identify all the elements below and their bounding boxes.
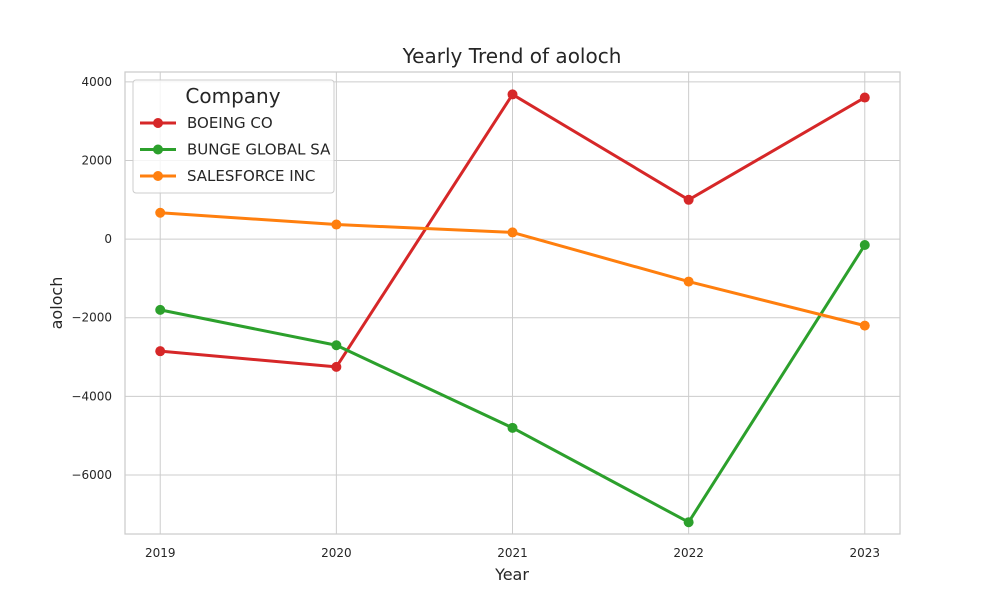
y-tick-label: −6000 xyxy=(71,468,112,482)
data-point xyxy=(507,422,518,433)
data-point xyxy=(331,219,342,230)
data-point xyxy=(507,89,518,100)
data-point xyxy=(683,517,694,528)
series-group xyxy=(155,89,870,372)
series-group xyxy=(155,207,870,331)
y-tick-label: 0 xyxy=(104,232,112,246)
x-tick-label: 2023 xyxy=(849,546,880,560)
x-axis-title: Year xyxy=(494,565,529,584)
data-point xyxy=(155,207,166,218)
data-point xyxy=(331,340,342,351)
data-point xyxy=(859,320,870,331)
grid xyxy=(125,72,900,534)
data-point xyxy=(155,346,166,357)
legend-box xyxy=(132,79,335,194)
legend-label: BUNGE GLOBAL SA xyxy=(187,141,331,159)
series-group xyxy=(155,240,870,528)
data-point xyxy=(859,92,870,103)
legend-items: BOEING CO BUNGE GLOBAL SA SALESFORCE INC xyxy=(140,114,331,185)
x-tick-label: 2022 xyxy=(673,546,704,560)
plot-frame xyxy=(124,71,901,535)
y-axis-title: aoloch xyxy=(47,277,66,330)
data-point xyxy=(859,240,870,251)
chart-title: Yearly Trend of aoloch xyxy=(402,44,622,68)
y-tick-label: −4000 xyxy=(71,389,112,403)
legend-marker xyxy=(153,144,163,155)
y-tick-label: 4000 xyxy=(81,75,112,89)
legend-item: BOEING CO xyxy=(140,114,273,132)
series-layer xyxy=(155,89,870,528)
y-tick-label: 2000 xyxy=(81,153,112,167)
x-ticks: 2019 2020 2021 2022 2023 xyxy=(145,546,880,560)
legend-label: SALESFORCE INC xyxy=(187,167,315,185)
y-tick-label: −2000 xyxy=(71,311,112,325)
legend: Company BOEING CO BUNGE GLOBAL SA SALESFOR… xyxy=(132,79,335,194)
data-point xyxy=(155,304,166,315)
data-point xyxy=(683,276,694,287)
data-point xyxy=(683,194,694,205)
legend-title: Company xyxy=(185,84,280,108)
data-point xyxy=(331,361,342,372)
legend-label: BOEING CO xyxy=(187,114,273,132)
x-tick-label: 2019 xyxy=(145,546,176,560)
legend-marker xyxy=(153,171,163,181)
x-tick-label: 2021 xyxy=(497,546,528,560)
x-tick-label: 2020 xyxy=(321,546,352,560)
legend-marker xyxy=(153,118,163,128)
legend-item: SALESFORCE INC xyxy=(140,167,315,185)
data-point xyxy=(507,227,518,238)
legend-item: BUNGE GLOBAL SA xyxy=(140,141,331,159)
y-ticks: 4000 2000 0 −2000 −4000 −6000 xyxy=(71,75,112,482)
